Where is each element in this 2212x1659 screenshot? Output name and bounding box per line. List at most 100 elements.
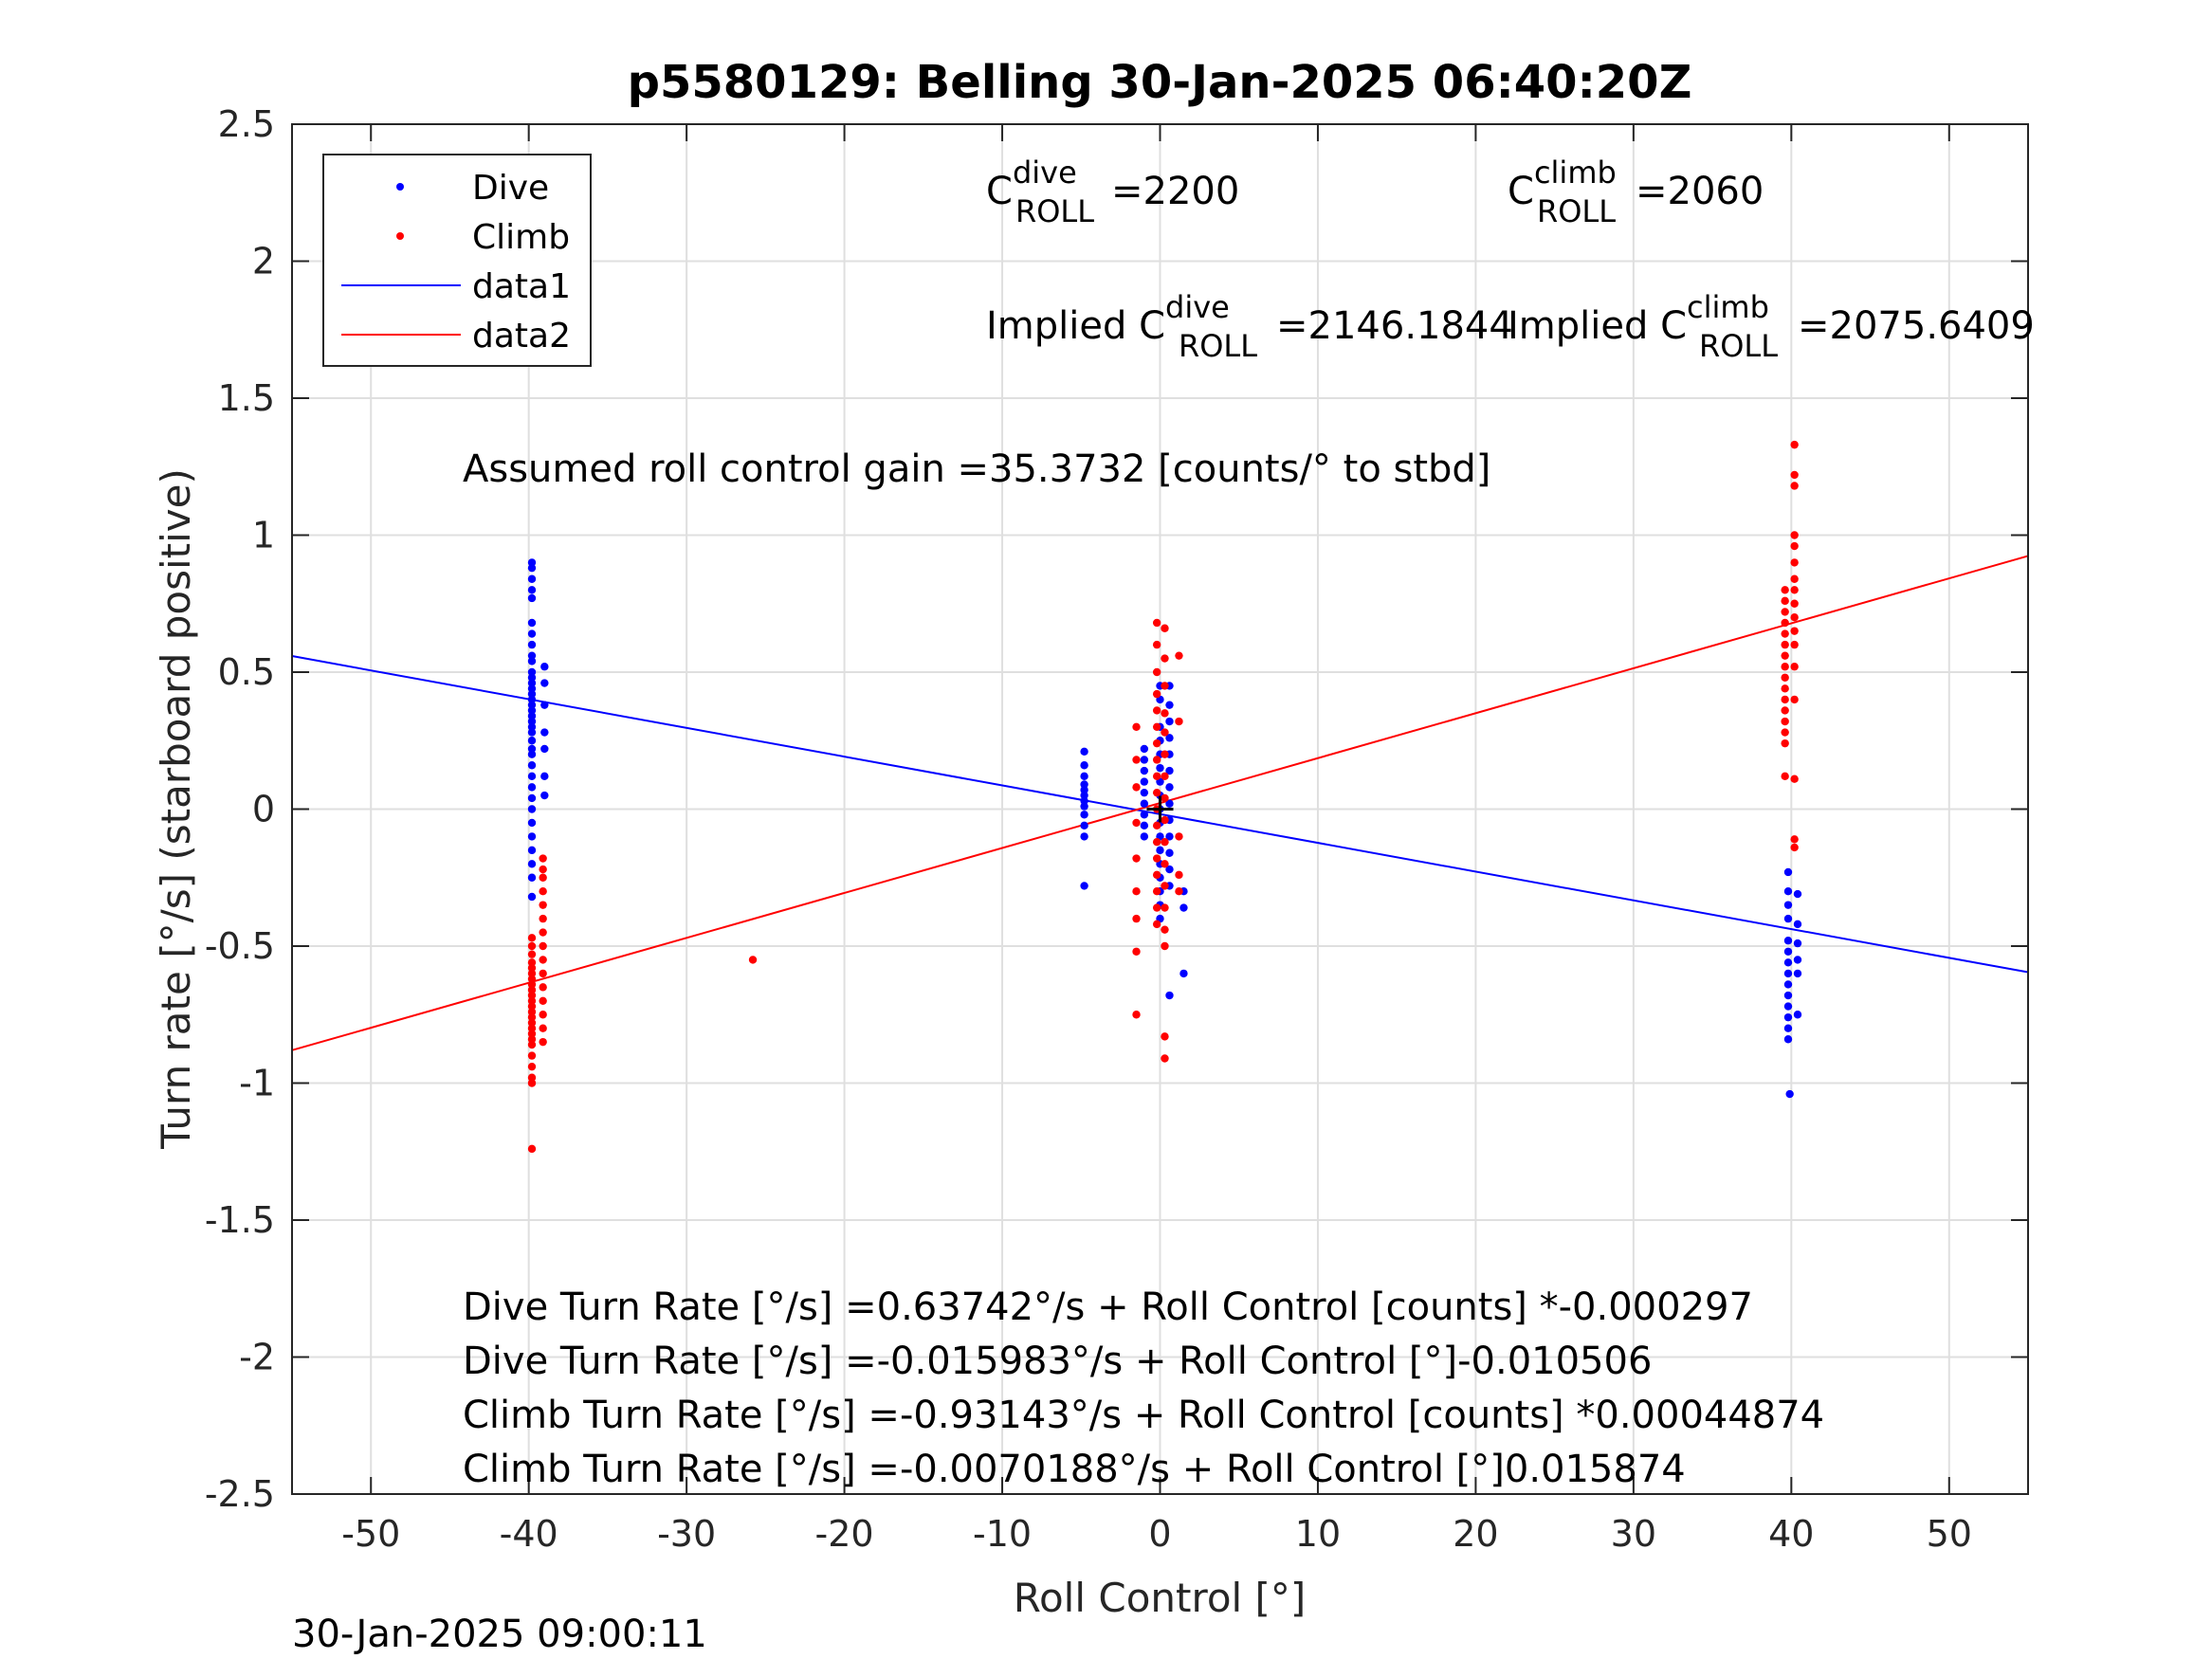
dive-point [527,673,537,682]
dive-point [527,712,537,720]
dive-point [1080,811,1088,819]
climb-point [527,1051,537,1060]
climb-point [527,975,537,983]
dive-point [527,873,537,882]
climb-point [1781,695,1789,704]
climb-point [1132,854,1141,863]
climb-point [527,996,537,1006]
dive-equation-degrees: Dive Turn Rate [°/s] =-0.015983°/s + Rol… [463,1340,1652,1383]
dive-point [540,663,549,671]
dive-point [1165,734,1174,742]
climb-point [527,991,537,1000]
implied-climb-prefix: Implied C [1508,304,1687,348]
dive-point [527,761,537,770]
climb-point [1161,1054,1169,1063]
implied-climb-annotation: Implied Cclimb ROLL =2075.6409 [1508,289,2035,364]
climb-point [1781,706,1789,715]
dive-point [1793,1011,1802,1019]
climb-point [539,854,547,863]
climb-point [1790,835,1799,844]
dive-point [527,744,537,754]
climb-point [539,983,547,992]
dive-point [527,860,537,868]
climb-point [1161,882,1169,890]
climb-point [539,1037,547,1047]
dive-point [1080,772,1088,781]
y-tick-label: -2 [239,1337,275,1378]
dive-point [1080,791,1088,800]
climb-point [527,950,537,958]
climb-point [1175,651,1183,660]
legend-data1-label: data1 [472,267,571,306]
c-climb-base: C [1508,170,1534,213]
climb-point [1152,640,1161,649]
climb-point [1132,783,1141,792]
climb-point [1152,667,1161,677]
dive-point [1165,991,1174,1000]
climb-point [527,958,537,967]
implied-climb-subscript: ROLL [1699,328,1778,364]
x-tick-label: -50 [341,1513,400,1555]
c-climb-subscript: ROLL [1537,193,1616,229]
dive-point [1165,717,1174,726]
c-climb-superscript: climb [1534,155,1617,191]
dive-point [1783,969,1793,978]
dive-point [1793,956,1802,964]
dive-point [527,832,537,841]
climb-point [1132,756,1141,764]
dive-point [1783,980,1793,989]
dive-point [527,793,537,803]
climb-point [1161,925,1169,934]
dive-point [1783,901,1793,909]
dive-point [527,586,537,594]
dive-point [1080,747,1088,757]
x-tick-label: -40 [500,1513,558,1555]
climb-equation-counts: Climb Turn Rate [°/s] =-0.93143°/s + Rol… [463,1394,1824,1437]
climb-point [539,969,547,978]
climb-point [527,941,537,951]
climb-point [1781,596,1789,606]
legend-dive-label: Dive [472,169,549,208]
climb-point [1152,837,1161,847]
climb-equation-degrees: Climb Turn Rate [°/s] =-0.0070188°/s + R… [463,1448,1686,1491]
climb-point [1781,586,1789,594]
dive-equation-counts: Dive Turn Rate [°/s] =0.63742°/s + Roll … [463,1285,1753,1329]
y-tick-label: -1 [239,1063,275,1104]
dive-point [1783,958,1793,967]
climb-point [1781,651,1789,660]
dive-point [1140,832,1149,841]
climb-point [1790,558,1799,567]
climb-point [1161,682,1169,690]
dive-point [527,684,537,693]
y-tick-label: 1.5 [218,377,275,419]
x-axis-label: Roll Control [°] [1014,1575,1307,1621]
climb-point [1152,870,1161,880]
y-tick-label: -0.5 [205,925,275,967]
dive-point [1783,947,1793,956]
climb-point [1790,843,1799,852]
dive-point [1140,811,1149,819]
climb-point [748,956,758,964]
ticks [292,123,2028,1495]
climb-point [539,901,547,909]
dive-point [527,892,537,902]
climb-point [1152,618,1161,628]
climb-point [1781,640,1789,649]
dive-point [1080,821,1088,830]
x-tick-label: -20 [815,1513,874,1555]
dive-point [527,651,537,660]
dive-point [1140,821,1149,830]
implied-dive-superscript: dive [1165,289,1230,325]
implied-dive-annotation: Implied Cdive ROLL =2146.1844 [986,289,1513,364]
dive-point [1783,991,1793,1000]
climb-point [527,1024,537,1032]
climb-point [1781,618,1789,628]
dive-point [527,563,537,573]
dive-point [1165,848,1174,857]
climb-point [539,1011,547,1019]
climb-point [539,887,547,896]
climb-point [1161,624,1169,632]
climb-point [527,986,537,994]
data-points [527,440,1802,1154]
dive-point [527,574,537,583]
